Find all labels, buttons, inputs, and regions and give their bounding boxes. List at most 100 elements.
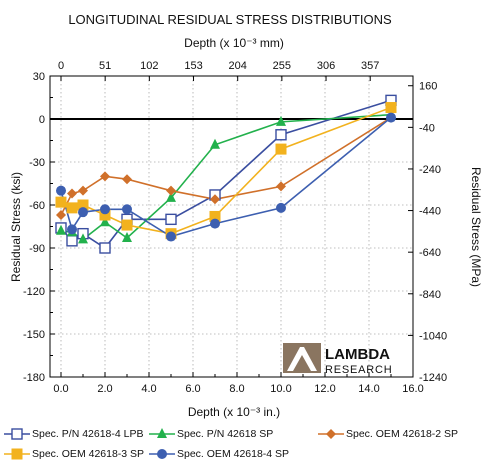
legend-item-1: Spec. P/N 42618 SP [149, 428, 273, 440]
legend-swatch-3 [4, 448, 30, 460]
data-point-2-6 [210, 194, 220, 205]
data-point-4-3 [100, 204, 110, 215]
y2-tick-label-1: -40 [419, 122, 435, 134]
data-point-2-1 [67, 188, 77, 199]
axes [49, 75, 414, 378]
legend-label-3: Spec. OEM 42618-3 SP [32, 448, 145, 460]
data-point-4-2 [78, 207, 88, 218]
y2-tick-label-7: -1240 [419, 372, 447, 384]
data-point-3-4 [121, 219, 133, 231]
x2-tick-label-7: 357 [361, 60, 379, 72]
legend-label-1: Spec. P/N 42618 SP [177, 428, 274, 440]
x2-tick-label-6: 306 [317, 60, 335, 72]
x-tick-label-3: 6.0 [185, 383, 200, 395]
data-point-1-4 [122, 231, 132, 242]
legend-item-0: Spec. P/N 42618-4 LPB [4, 428, 144, 440]
data-point-2-3 [100, 171, 110, 182]
series-markers-4 [56, 112, 396, 242]
x-tick-label-5: 10.0 [270, 383, 291, 395]
x-tick-label-7: 14.0 [358, 383, 379, 395]
lambda-research-logo: LAMBDA RESEARCH [283, 343, 393, 376]
y2-tick-label-0: 160 [419, 81, 437, 93]
data-point-4-4 [122, 204, 132, 215]
data-point-2-7 [276, 181, 286, 192]
legend-swatch-marker-0 [11, 428, 23, 440]
legend-item-2: Spec. OEM 42618-2 SP [318, 428, 458, 440]
legend-label-0: Spec. P/N 42618-4 LPB [32, 428, 144, 440]
series-line-2 [60, 116, 392, 216]
data-point-3-0 [55, 196, 67, 208]
data-point-2-4 [122, 174, 132, 185]
data-point-4-7 [276, 202, 286, 213]
y-tick-label-1: 0 [39, 114, 45, 126]
y-tick-label-7: -180 [23, 372, 45, 384]
x-tick-label-1: 2.0 [97, 383, 112, 395]
data-point-0-5 [165, 213, 177, 226]
x2-tick-label-2: 102 [140, 60, 158, 72]
y2-tick-label-3: -440 [419, 206, 441, 218]
data-point-1-0 [56, 224, 66, 235]
x-tick-label-2: 4.0 [141, 383, 156, 395]
y-tick-label-0: 30 [33, 71, 45, 83]
data-point-0-7 [275, 129, 287, 141]
data-point-2-5 [166, 185, 176, 196]
logo-text-line2: RESEARCH [325, 364, 393, 376]
legend-swatch-1 [149, 428, 175, 438]
data-point-1-6 [210, 138, 220, 149]
legend-swatch-marker-4 [157, 449, 167, 459]
legend-swatch-marker-1 [157, 428, 167, 438]
y2-tick-label-2: -240 [419, 164, 441, 176]
data-point-3-8 [385, 102, 397, 114]
x-tick-label-4: 8.0 [229, 383, 244, 395]
x2-tick-label-5: 255 [273, 60, 291, 72]
series-markers-3 [55, 102, 397, 240]
y2-tick-label-4: -640 [419, 247, 441, 259]
legend-item-4: Spec. OEM 42618-4 SP [149, 448, 289, 460]
legend-label-4: Spec. OEM 42618-4 SP [177, 448, 290, 460]
data-point-4-0 [56, 185, 66, 196]
x2-tick-label-4: 204 [229, 60, 247, 72]
y-axis-label: Residual Stress (ksi) [9, 172, 23, 282]
plot-frame [49, 75, 414, 378]
legend-swatch-marker-2 [326, 429, 336, 439]
data-point-1-5 [166, 191, 176, 202]
legend-label-2: Spec. OEM 42618-2 SP [346, 428, 459, 440]
x2-tick-label-1: 51 [99, 60, 111, 72]
y-tick-label-6: -150 [23, 329, 45, 341]
legend-swatch-4 [149, 449, 175, 459]
legend-swatch-2 [318, 429, 344, 439]
x-axis-label: Depth (x 10⁻³ in.) [188, 405, 280, 419]
data-point-1-7 [276, 115, 286, 126]
y-tick-label-5: -120 [23, 286, 45, 298]
legend-item-3: Spec. OEM 42618-3 SP [4, 448, 144, 460]
data-point-3-1 [66, 202, 78, 214]
x2-axis-label: Depth (x 10⁻³ mm) [184, 36, 284, 50]
logo-mark-lambda [287, 347, 317, 371]
y2-tick-label-6: -1040 [419, 330, 447, 342]
series-lines [60, 99, 392, 250]
data-point-0-1 [66, 235, 78, 247]
y2-axis-label: Residual Stress (MPa) [469, 167, 483, 287]
tick-labels: 0.0 2.0 4.0 6.0 8.0 10.0 12.0 14.0 16.0 0 51 102 153… [23, 60, 447, 395]
y2-tick-label-5: -840 [419, 289, 441, 301]
x-tick-label-0: 0.0 [53, 383, 68, 395]
y-tick-label-3: -60 [29, 200, 45, 212]
data-point-3-7 [275, 143, 287, 155]
data-point-2-0 [56, 210, 66, 221]
x2-tick-label-0: 0 [58, 60, 64, 72]
y-tick-label-2: -30 [29, 157, 45, 169]
x2-tick-label-3: 153 [184, 60, 202, 72]
legend-swatch-marker-3 [11, 448, 23, 460]
series-markers [55, 94, 397, 254]
x-tick-label-8: 16.0 [402, 383, 423, 395]
y-tick-label-4: -90 [29, 243, 45, 255]
legend-swatch-0 [4, 428, 30, 440]
data-point-4-6 [210, 218, 220, 229]
chart-title: LONGITUDINAL RESIDUAL STRESS DISTRIBUTIO… [68, 12, 392, 27]
data-point-2-2 [78, 185, 88, 196]
data-point-1-2 [78, 233, 88, 244]
x-tick-label-6: 12.0 [314, 383, 335, 395]
data-point-4-8 [386, 112, 396, 123]
logo-text-line1: LAMBDA [325, 346, 390, 363]
